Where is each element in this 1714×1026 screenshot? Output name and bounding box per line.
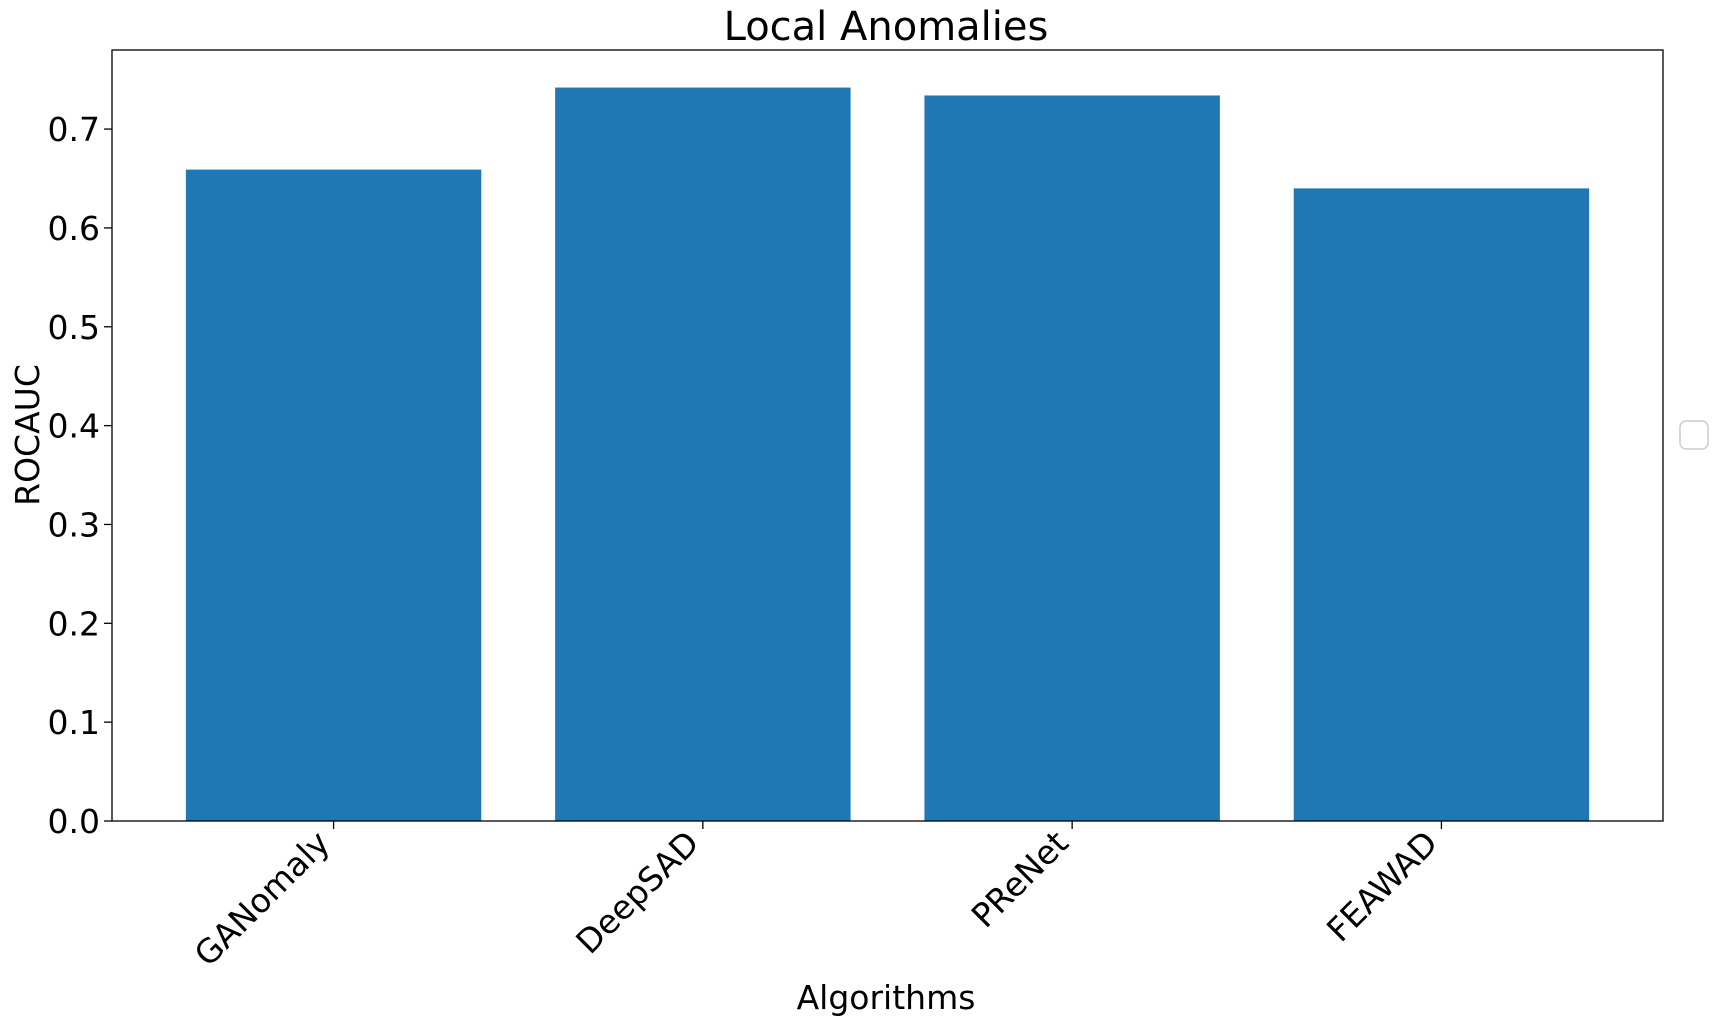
y-tick-label: 0.7 — [48, 110, 100, 149]
y-tick-label: 0.1 — [48, 703, 100, 742]
bars-group — [185, 87, 1590, 822]
y-tick-label: 0.2 — [48, 604, 100, 643]
y-axis-label: ROCAUC — [8, 364, 47, 506]
y-tick-label: 0.5 — [48, 308, 100, 347]
bar-ganomaly — [185, 169, 482, 821]
y-tick-label: 0.0 — [48, 802, 100, 841]
chart-title: Local Anomalies — [724, 4, 1049, 50]
bar-feawad — [1293, 188, 1590, 821]
bar-deepsad — [555, 87, 851, 822]
legend-box — [1679, 420, 1709, 450]
bar-prenet — [924, 95, 1220, 821]
y-axis-ticks: 0.0 0.1 0.2 0.3 0.4 0.5 0.6 0.7 — [48, 110, 112, 841]
y-tick-label: 0.6 — [48, 209, 100, 248]
y-tick-label: 0.3 — [48, 505, 100, 544]
x-axis-label: Algorithms — [797, 978, 976, 1017]
y-tick-label: 0.4 — [48, 407, 100, 446]
plot-frame — [111, 49, 1664, 822]
